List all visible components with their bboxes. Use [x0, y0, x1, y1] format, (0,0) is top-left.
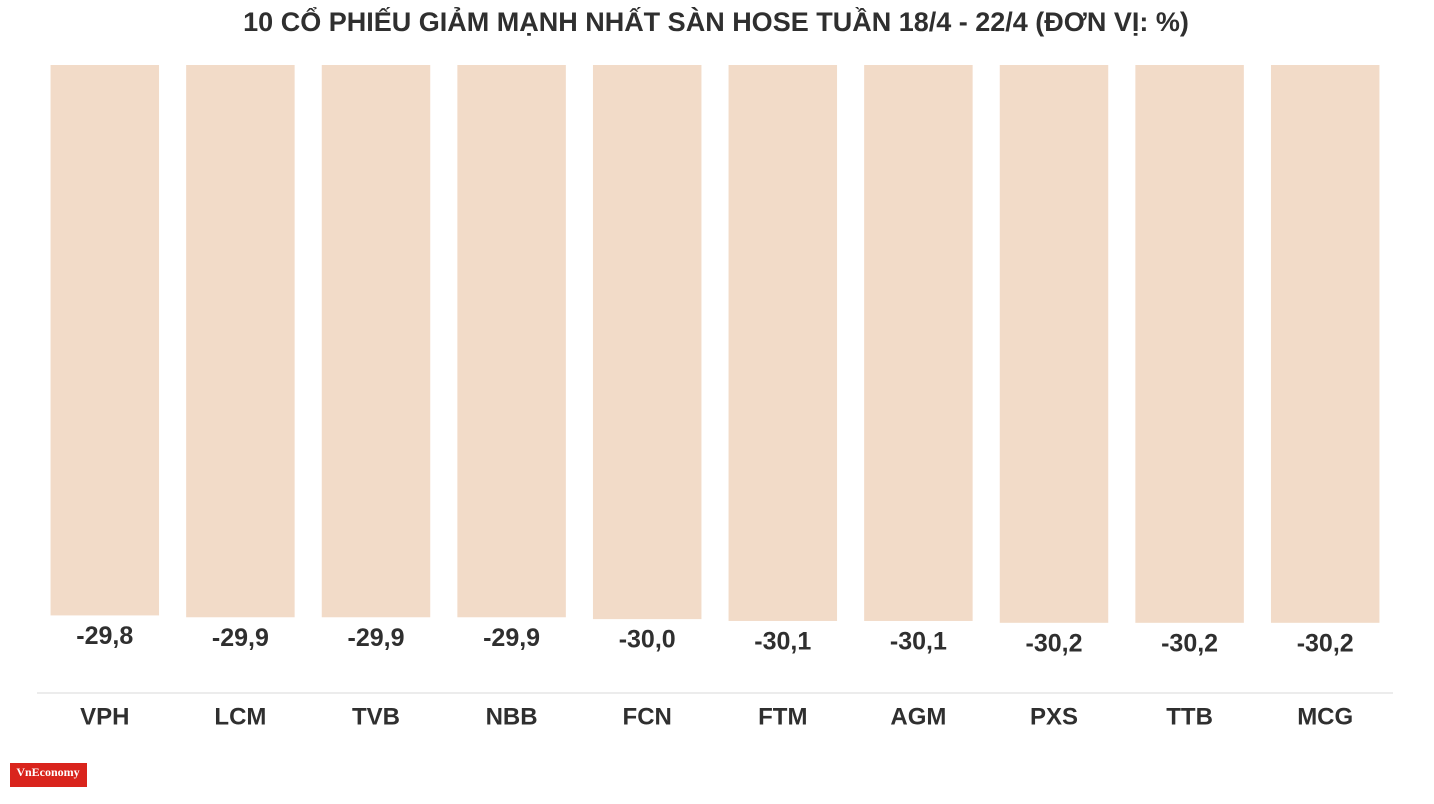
bar — [864, 65, 973, 621]
bar — [999, 65, 1109, 623]
x-tick-label: NBB — [486, 703, 538, 730]
value-label: -30,1 — [890, 628, 947, 656]
x-tick-label: TVB — [352, 703, 400, 730]
bar — [728, 65, 838, 621]
value-label: -29,8 — [76, 622, 133, 650]
bar — [186, 65, 295, 618]
x-tick-label: VPH — [80, 703, 129, 730]
value-label: -30,2 — [1297, 629, 1354, 657]
value-label: -30,0 — [619, 626, 676, 654]
value-label: -30,2 — [1026, 629, 1083, 657]
chart-title: 10 CỔ PHIẾU GIẢM MẠNH NHẤT SÀN HOSE TUẦN… — [243, 5, 1189, 37]
x-tick-label: TTB — [1166, 703, 1213, 730]
x-tick-label: FCN — [623, 703, 672, 730]
x-tick-label: LCM — [214, 703, 266, 730]
bar — [592, 65, 702, 620]
bar — [321, 65, 431, 618]
bar — [1135, 65, 1244, 623]
x-tick-label: MCG — [1297, 703, 1353, 730]
bar — [457, 65, 566, 618]
value-label: -29,9 — [483, 624, 540, 652]
value-label: -29,9 — [212, 624, 269, 652]
bar — [1270, 65, 1380, 623]
logo-box — [10, 763, 87, 787]
value-label: -30,1 — [754, 628, 811, 656]
value-label: -29,9 — [348, 624, 405, 652]
bar — [50, 65, 160, 616]
x-tick-label: AGM — [890, 703, 946, 730]
logo: VnEconomy — [16, 765, 79, 779]
value-label: -30,2 — [1161, 629, 1218, 657]
x-tick-label: FTM — [758, 703, 807, 730]
x-tick-label: PXS — [1030, 703, 1078, 730]
